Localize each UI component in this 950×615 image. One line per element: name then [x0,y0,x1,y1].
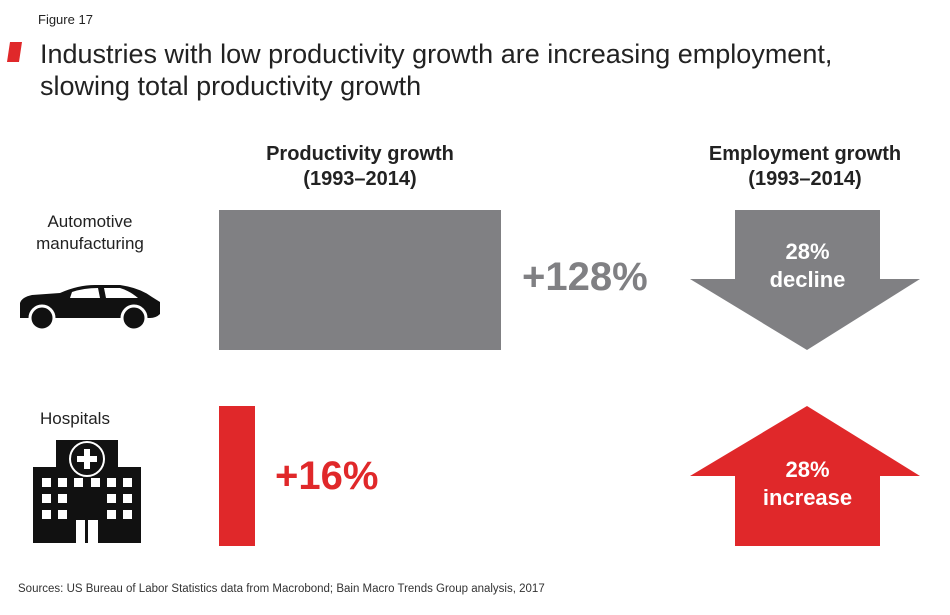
employment-column-heading: Employment growth (1993–2014) [675,142,935,192]
arrow-up-hospitals-employment [690,406,920,546]
employment-arrows [690,210,920,546]
title-line-2: slowing total productivity growth [40,71,422,101]
row-label-automotive-line-2: manufacturing [36,234,144,253]
bar-automotive-productivity [219,210,501,350]
employment-hospitals-line-2: increase [762,485,853,510]
car-icon [20,285,160,332]
bar-hospitals-productivity [219,406,255,546]
row-label-automotive: Automotive manufacturing [20,211,160,255]
source-note: Sources: US Bureau of Labor Statistics d… [18,583,545,595]
title-accent-mark [7,42,22,62]
row-label-automotive-line-1: Automotive [47,212,133,231]
figure-label: Figure 17 [38,12,93,27]
employment-label-automotive: 28% decline [735,238,880,294]
employment-hospitals-line-1: 28% [785,457,830,482]
employment-label-hospitals: 28% increase [735,456,880,512]
employment-heading-line-2: (1993–2014) [748,168,862,190]
row-label-hospitals: Hospitals [20,408,130,430]
title-line-1: Industries with low productivity growth … [40,39,833,69]
productivity-column-heading: Productivity growth (1993–2014) [230,142,490,192]
employment-automotive-line-1: 28% [785,239,830,264]
hospital-icon [33,440,141,543]
arrow-down-automotive-employment [690,210,920,350]
row-label-hospitals-line-1: Hospitals [40,409,110,428]
employment-automotive-line-2: decline [769,267,846,292]
chart-title: Industries with low productivity growth … [40,38,920,102]
productivity-bars [219,210,501,546]
productivity-value-hospitals: +16% [275,454,379,498]
productivity-heading-line-2: (1993–2014) [303,168,417,190]
productivity-value-automotive: +128% [522,255,648,299]
productivity-heading-line-1: Productivity growth [266,143,454,165]
employment-heading-line-1: Employment growth [708,143,902,165]
